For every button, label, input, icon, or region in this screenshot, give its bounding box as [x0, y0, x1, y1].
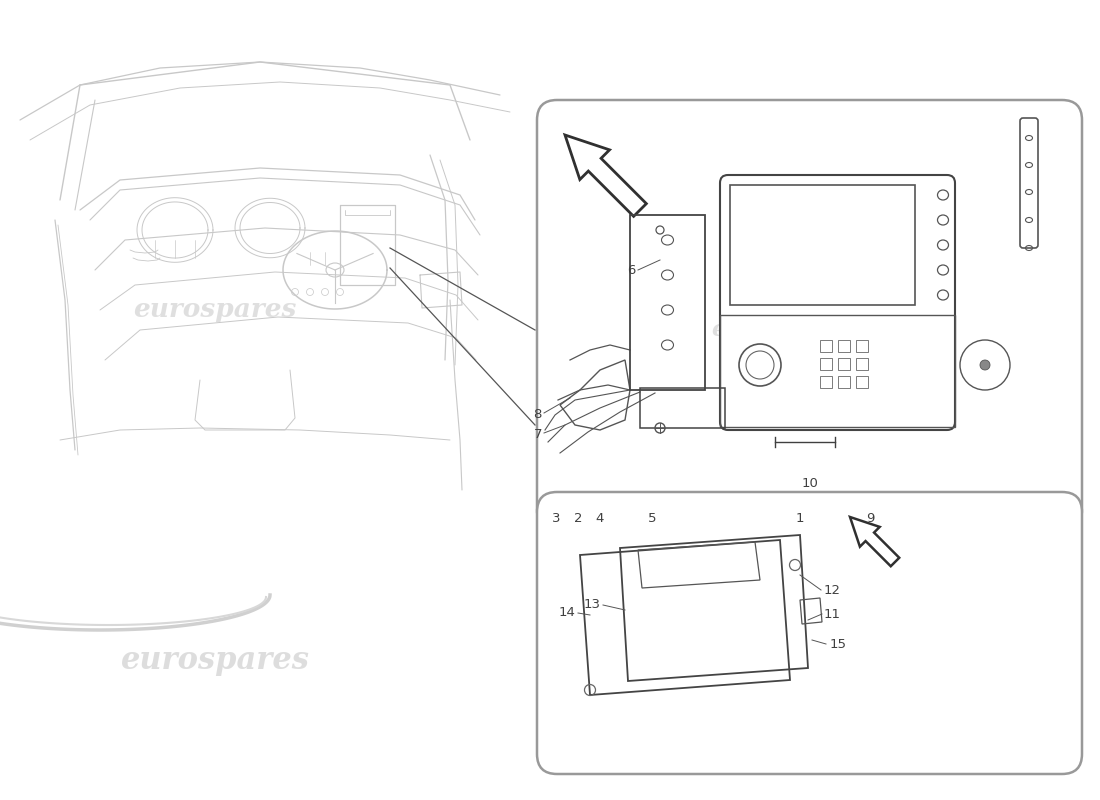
- Text: 8: 8: [534, 409, 542, 422]
- FancyBboxPatch shape: [1020, 118, 1038, 248]
- Text: 7: 7: [534, 429, 542, 442]
- Text: 11: 11: [824, 609, 840, 622]
- Bar: [630, 215, 705, 390]
- Text: 14: 14: [559, 606, 575, 619]
- Text: 2: 2: [574, 512, 582, 525]
- FancyBboxPatch shape: [720, 175, 955, 430]
- Bar: [856, 376, 868, 388]
- Bar: [730, 185, 915, 305]
- FancyBboxPatch shape: [537, 100, 1082, 530]
- Bar: [856, 358, 868, 370]
- Bar: [820, 340, 832, 352]
- Text: 10: 10: [802, 477, 818, 490]
- FancyBboxPatch shape: [537, 492, 1082, 774]
- Bar: [720, 315, 955, 427]
- FancyArrow shape: [850, 517, 899, 566]
- Text: eurospares: eurospares: [712, 319, 849, 341]
- Text: 6: 6: [628, 263, 636, 277]
- FancyArrow shape: [565, 135, 647, 216]
- Bar: [856, 340, 868, 352]
- Bar: [838, 340, 850, 352]
- Ellipse shape: [980, 360, 990, 370]
- Text: 3: 3: [552, 512, 560, 525]
- Bar: [820, 358, 832, 370]
- Text: 9: 9: [866, 512, 874, 525]
- Bar: [838, 376, 850, 388]
- Text: 13: 13: [583, 598, 601, 611]
- Text: 5: 5: [648, 512, 657, 525]
- Text: eurospares: eurospares: [121, 645, 309, 675]
- Bar: [838, 358, 850, 370]
- Bar: [820, 376, 832, 388]
- Text: 1: 1: [795, 512, 804, 525]
- Text: 12: 12: [824, 583, 840, 597]
- Bar: [640, 388, 725, 428]
- Text: eurospares: eurospares: [133, 298, 297, 322]
- Text: 15: 15: [829, 638, 847, 651]
- Text: 4: 4: [596, 512, 604, 525]
